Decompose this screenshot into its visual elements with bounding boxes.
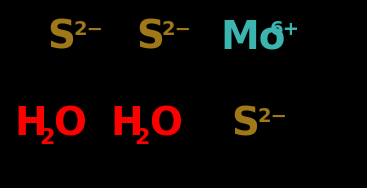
Text: S: S: [48, 19, 76, 57]
Text: O: O: [149, 105, 182, 143]
Text: S: S: [231, 105, 259, 143]
Text: H: H: [110, 105, 143, 143]
Text: 6+: 6+: [270, 20, 300, 39]
Text: S: S: [136, 19, 164, 57]
Text: 2−: 2−: [162, 20, 192, 39]
Text: Mo: Mo: [220, 19, 286, 57]
Text: 2: 2: [134, 128, 150, 148]
Text: 2−: 2−: [257, 107, 287, 126]
Text: 2−: 2−: [74, 20, 104, 39]
Text: 2: 2: [39, 128, 54, 148]
Text: O: O: [53, 105, 86, 143]
Text: H: H: [15, 105, 47, 143]
